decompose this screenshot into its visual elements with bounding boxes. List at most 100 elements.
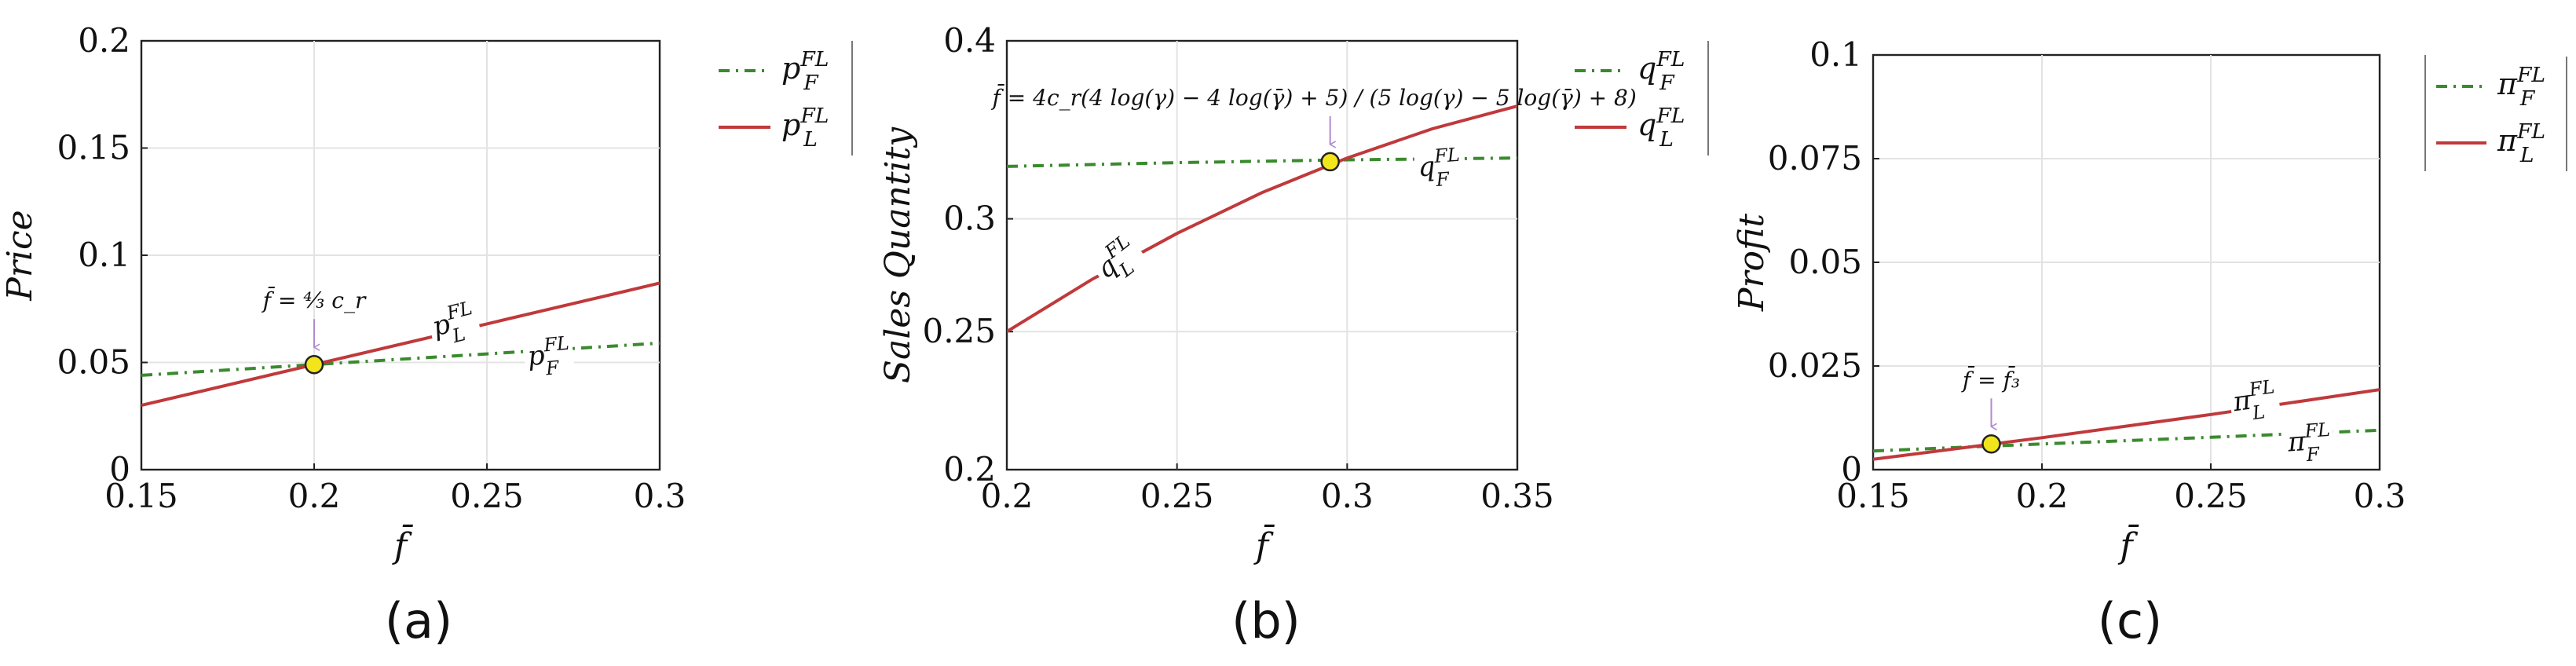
series-line-l <box>1873 388 2380 461</box>
y-axis-label: Sales Quantity <box>878 126 918 383</box>
x-tick-label: 0.15 <box>1836 477 1910 515</box>
x-tick-label: 0.35 <box>1480 477 1554 515</box>
curve-label-text-superscript: FL <box>2247 375 2276 401</box>
curve-label-f: qFLF <box>1414 144 1465 192</box>
curve-label-text-symbol: p <box>526 340 546 373</box>
legend-entry-l-superscript: FL <box>1656 104 1685 128</box>
x-axis-label: f̄ <box>392 523 413 566</box>
legend-entry-l-superscript: FL <box>800 104 829 128</box>
chart-panel-1: 0.15 0.2 0.25 0.300.050.10.150.2f̄PricepFLL… <box>0 21 853 650</box>
y-tick-label: 0.3 <box>943 199 996 238</box>
legend-entry-f-superscript: FL <box>800 47 829 71</box>
y-tick-label: 0.4 <box>943 21 996 60</box>
curve-label-backdrop <box>523 338 575 377</box>
y-tick-label: 0.1 <box>1809 35 1862 74</box>
legend-entry-f: πFL F <box>2497 63 2545 111</box>
legend-entry-f-symbol: p <box>781 51 800 86</box>
x-axis-label: f̄ <box>1253 523 1275 566</box>
curve-label-l: pFLL <box>426 297 482 351</box>
legend-entry-f-superscript: FL <box>1656 47 1685 71</box>
plot-area <box>1005 39 1519 471</box>
curve-label-text-subscript: L <box>2250 401 2267 424</box>
curve-label-backdrop <box>2283 424 2335 463</box>
panel-caption: (a) <box>385 592 452 650</box>
curve-label-text-subscript: F <box>544 357 561 380</box>
legend-entry-l-subscript: L <box>2519 143 2534 167</box>
x-tick-label: 0.2 <box>288 477 341 515</box>
curve-label-text-subscript: F <box>2305 443 2322 466</box>
curve-label-text-subscript: L <box>449 323 467 347</box>
curve-label-text: qFLF <box>1417 144 1462 192</box>
curve-label-text-symbol: q <box>1417 151 1436 183</box>
y-tick-label: 0.075 <box>1768 139 1862 177</box>
intersection-marker <box>1981 434 2001 454</box>
curve-label-f: pFLF <box>523 332 575 381</box>
legend-entry-l: pFL L <box>781 104 829 152</box>
legend-entry-l-symbol: p <box>781 108 800 142</box>
threshold-annotation: f̄ = ⁴⁄₃ c_r <box>262 286 367 313</box>
x-axis-label: f̄ <box>2117 523 2139 566</box>
y-axis-label: Profit <box>1732 214 1772 312</box>
legend-entry-l: qFL L <box>1637 104 1685 152</box>
y-tick-label: 0 <box>109 450 130 489</box>
y-tick-label: 0.1 <box>78 236 130 274</box>
curve-label-text: πFLF <box>2285 419 2333 467</box>
y-tick-label: 0.2 <box>943 450 996 489</box>
x-tick-label: 0.3 <box>1321 477 1374 515</box>
series-line-l <box>1007 104 1517 333</box>
curve-label-text-subscript: F <box>1435 168 1451 191</box>
x-tick-label: 0.25 <box>1140 477 1214 515</box>
legend-entry-l-subscript: L <box>1659 127 1674 152</box>
curve-label-backdrop <box>1089 232 1148 291</box>
legend-entry-l-subscript: L <box>803 127 818 152</box>
y-tick-label: 0.2 <box>78 21 130 60</box>
curve-label-backdrop <box>426 302 482 348</box>
legend-entry-l: πFL L <box>2497 119 2545 167</box>
curve-label-text: pFLL <box>428 297 481 351</box>
legend-entry-f-subscript: F <box>1659 71 1675 95</box>
intersection-marker <box>1320 152 1340 172</box>
panel-caption: (c) <box>2098 592 2162 650</box>
legend-entry-l-superscript: FL <box>2516 119 2545 144</box>
y-tick-label: 0 <box>1841 450 1862 489</box>
y-tick-label: 0.025 <box>1768 346 1862 385</box>
legend-entry-f-superscript: FL <box>2516 63 2545 87</box>
y-tick-label: 0.15 <box>57 129 130 167</box>
x-tick-label: 0.2 <box>2016 477 2069 515</box>
panel-caption: (b) <box>1231 592 1301 650</box>
y-axis-label: Price <box>0 210 40 301</box>
threshold-annotation: f̄ = f̄₃ <box>1961 365 2020 393</box>
curve-label-text-superscript: FL <box>542 332 570 357</box>
curve-label-f: πFLF <box>2283 419 2335 467</box>
legend-entry-f-subscript: F <box>2519 86 2536 111</box>
legend-entry-f-subscript: F <box>803 71 819 95</box>
chart-panel-3: 0.15 0.2 0.25 0.3 0 0.025 0.05 0.075 0.1 f̄ Profit… <box>1732 35 2567 650</box>
legend-entry-f-symbol: π <box>2497 67 2518 101</box>
threshold-annotation: f̄ = 4c_r(4 log(γ) − 4 log(γ̄) + 5) / (5… <box>991 83 1637 111</box>
intersection-marker <box>304 354 324 375</box>
curve-label-text: πFLL <box>2230 375 2279 426</box>
x-tick-label: 0.3 <box>634 477 686 515</box>
curve-label-text-symbol: π <box>2286 426 2307 459</box>
curve-label-backdrop <box>1414 149 1465 188</box>
y-tick-label: 0.25 <box>922 312 996 350</box>
legend-entry-f: pFL F <box>781 47 829 95</box>
series-line-f <box>141 341 660 377</box>
x-tick-label: 0.3 <box>2354 477 2406 515</box>
y-tick-label: 0.05 <box>57 343 130 382</box>
curve-label-text-superscript: FL <box>2303 419 2331 442</box>
y-tick-label: 0.05 <box>1788 243 1862 281</box>
legend-entry-f: qFL F <box>1637 47 1685 95</box>
legend-entry-l-symbol: π <box>2497 123 2518 158</box>
legend-entry-l-symbol: q <box>1637 108 1656 142</box>
chart-panel-2: 0.2 0.25 0.3 0.35 0.2 0.25 0.3 0.4 f̄ Sales Quant… <box>878 21 1709 650</box>
curve-label-l: πFLL <box>2227 375 2281 426</box>
x-tick-label: 0.2 <box>981 477 1034 515</box>
legend-entry-f-symbol: q <box>1637 51 1656 86</box>
x-tick-label: 0.15 <box>104 477 178 515</box>
curve-label-text: pFLF <box>525 332 572 381</box>
